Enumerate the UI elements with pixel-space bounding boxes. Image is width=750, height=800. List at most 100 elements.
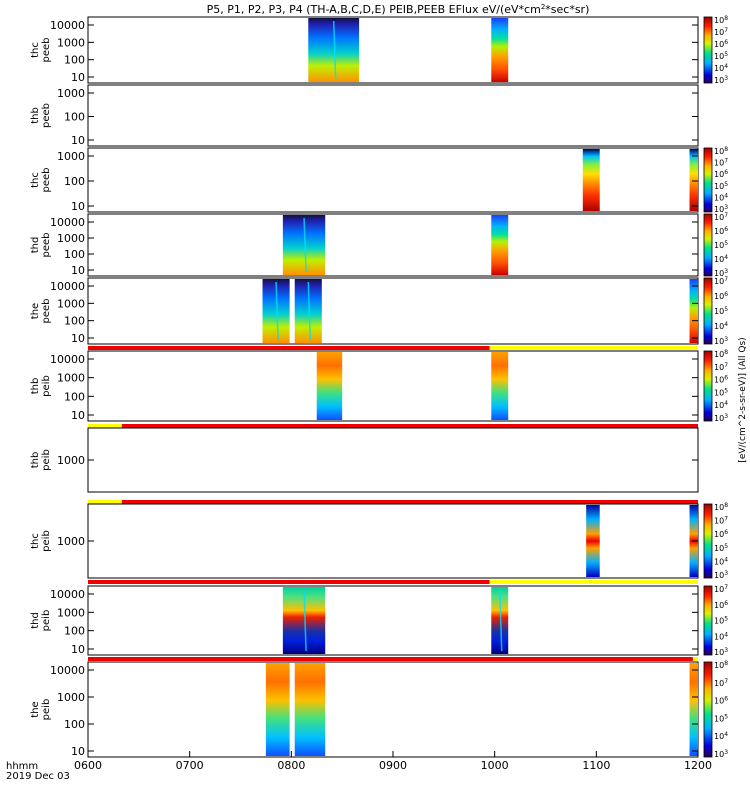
y-tick-label: 1000 bbox=[57, 87, 85, 100]
colorbar-tick-label: 103 bbox=[714, 268, 728, 278]
colorbar-tick-label: 107 bbox=[714, 276, 728, 286]
spectral-feature bbox=[307, 281, 312, 341]
panel-frame bbox=[87, 350, 699, 422]
colorbar-tick-label: 104 bbox=[714, 254, 728, 264]
y-tick-label: 10 bbox=[71, 264, 85, 277]
y-tick-label: 100 bbox=[64, 625, 85, 638]
y-tick-label: 1000 bbox=[57, 535, 85, 548]
colorbar-tick-label: 105 bbox=[714, 240, 728, 250]
panel-label: peib bbox=[41, 530, 52, 552]
colorbar-tick-label: 105 bbox=[714, 306, 728, 316]
y-tick-label: 100 bbox=[64, 315, 85, 328]
y-tick-label: 1000 bbox=[57, 36, 85, 49]
y-tick-label: 100 bbox=[64, 718, 85, 731]
colorbar bbox=[703, 147, 713, 213]
data-block bbox=[689, 279, 698, 343]
panel-label: thc bbox=[30, 42, 41, 58]
colorbar bbox=[703, 503, 713, 579]
colorbar-tick-label: 104 bbox=[714, 63, 728, 73]
panel-label: peeb bbox=[41, 168, 52, 193]
data-block bbox=[491, 587, 509, 654]
panel-label: peib bbox=[41, 699, 52, 721]
status-bar-segment bbox=[121, 424, 698, 428]
chart-title: P5, P1, P2, P3, P4 (TH-A,B,C,D,E) PEIB,P… bbox=[207, 3, 590, 16]
panel-thb-peib-7: 1000 thb peib bbox=[30, 427, 699, 504]
panel-thc-peib-8: 1000 thc peib 108 107 106 105 104 103 bbox=[30, 502, 728, 584]
y-tick-label: 1000 bbox=[57, 150, 85, 163]
y-tick-label: 100 bbox=[64, 390, 85, 403]
y-tick-label: 1000 bbox=[57, 297, 85, 310]
colorbar bbox=[703, 16, 713, 84]
colorbar-tick-label: 103 bbox=[714, 749, 728, 759]
y-tick-label: 10 bbox=[71, 643, 85, 656]
panel-label: thb bbox=[30, 452, 41, 469]
y-tick-label: 10 bbox=[71, 200, 85, 213]
x-tick-label: 1200 bbox=[684, 759, 712, 772]
panel-label: peib bbox=[41, 375, 52, 397]
panel-label: peeb bbox=[41, 299, 52, 324]
y-tick-label: 100 bbox=[64, 175, 85, 188]
y-tick-label: 10 bbox=[71, 332, 85, 345]
colorbar-tick-label: 106 bbox=[714, 529, 728, 539]
status-bar-segment bbox=[88, 580, 490, 584]
colorbar-tick-label: 107 bbox=[714, 584, 728, 594]
colorbar-tick-label: 107 bbox=[714, 516, 728, 526]
x-tick-label: 0700 bbox=[176, 759, 204, 772]
panel-frame bbox=[87, 16, 699, 84]
y-tick-label: 100 bbox=[64, 248, 85, 261]
panel-frame bbox=[87, 84, 699, 147]
y-tick-label: 100 bbox=[64, 54, 85, 67]
colorbar-tick-label: 107 bbox=[714, 212, 728, 222]
y-tick-label: 10000 bbox=[50, 664, 85, 677]
panel-frame bbox=[87, 427, 699, 493]
y-tick-label: 10000 bbox=[50, 588, 85, 601]
colorbar-tick-label: 106 bbox=[714, 39, 728, 49]
panel-label: peeb bbox=[41, 38, 52, 63]
y-tick-label: 100 bbox=[64, 111, 85, 124]
panel-the-peeb-5: 10000 1000 100 10 the peeb 107 106 105 104 103 bbox=[30, 276, 728, 350]
data-block bbox=[689, 149, 698, 211]
colorbar-tick-label: 108 bbox=[714, 349, 728, 359]
colorbar-tick-label: 104 bbox=[714, 556, 728, 566]
colorbar-tick-label: 106 bbox=[714, 226, 728, 236]
y-tick-label: 10000 bbox=[50, 19, 85, 32]
data-block bbox=[491, 18, 509, 82]
colorbar-tick-label: 103 bbox=[714, 336, 728, 346]
panel-thd-peeb-4: 10000 1000 100 10 thd peeb 107 106 105 104 103 bbox=[30, 212, 728, 278]
spectral-feature bbox=[275, 281, 279, 341]
colorbar-axis-label: [eV/(cm^2-s-sr-eV)] (All Qs) bbox=[738, 337, 748, 462]
colorbar bbox=[703, 277, 713, 345]
data-block bbox=[316, 352, 343, 420]
colorbar-tick-label: 107 bbox=[714, 362, 728, 372]
panel-label: thd bbox=[30, 237, 41, 254]
colorbar-tick-label: 103 bbox=[714, 413, 728, 423]
status-bar-segment bbox=[489, 346, 698, 350]
data-block bbox=[491, 352, 509, 420]
colorbar-tick-label: 106 bbox=[714, 291, 728, 301]
colorbar-tick-label: 107 bbox=[714, 158, 728, 168]
panel-thc-peeb-1: 10000 1000 100 10 thc peeb 108 107 106 105 104 103 bbox=[30, 15, 728, 85]
colorbar-tick-label: 105 bbox=[714, 543, 728, 553]
colorbar-tick-label: 104 bbox=[714, 192, 728, 202]
colorbar-tick-label: 106 bbox=[714, 375, 728, 385]
panel-label: peeb bbox=[41, 233, 52, 258]
panel-label: peib bbox=[41, 610, 52, 632]
status-bar-segment bbox=[489, 580, 698, 584]
y-tick-label: 1000 bbox=[57, 606, 85, 619]
status-bar-segment bbox=[88, 657, 693, 661]
y-tick-label: 10 bbox=[71, 745, 85, 758]
panel-label: the bbox=[30, 701, 41, 717]
colorbar-tick-label: 104 bbox=[714, 400, 728, 410]
panel-frame bbox=[87, 661, 699, 758]
spectral-feature bbox=[303, 217, 307, 273]
data-block bbox=[582, 149, 600, 211]
panel-frame bbox=[87, 213, 699, 277]
panel-label: thc bbox=[30, 172, 41, 188]
colorbar-tick-label: 106 bbox=[714, 169, 728, 179]
spectral-feature bbox=[303, 589, 307, 652]
colorbar-tick-label: 103 bbox=[714, 570, 728, 580]
colorbar-tick-label: 103 bbox=[714, 75, 728, 85]
colorbar bbox=[703, 350, 713, 422]
